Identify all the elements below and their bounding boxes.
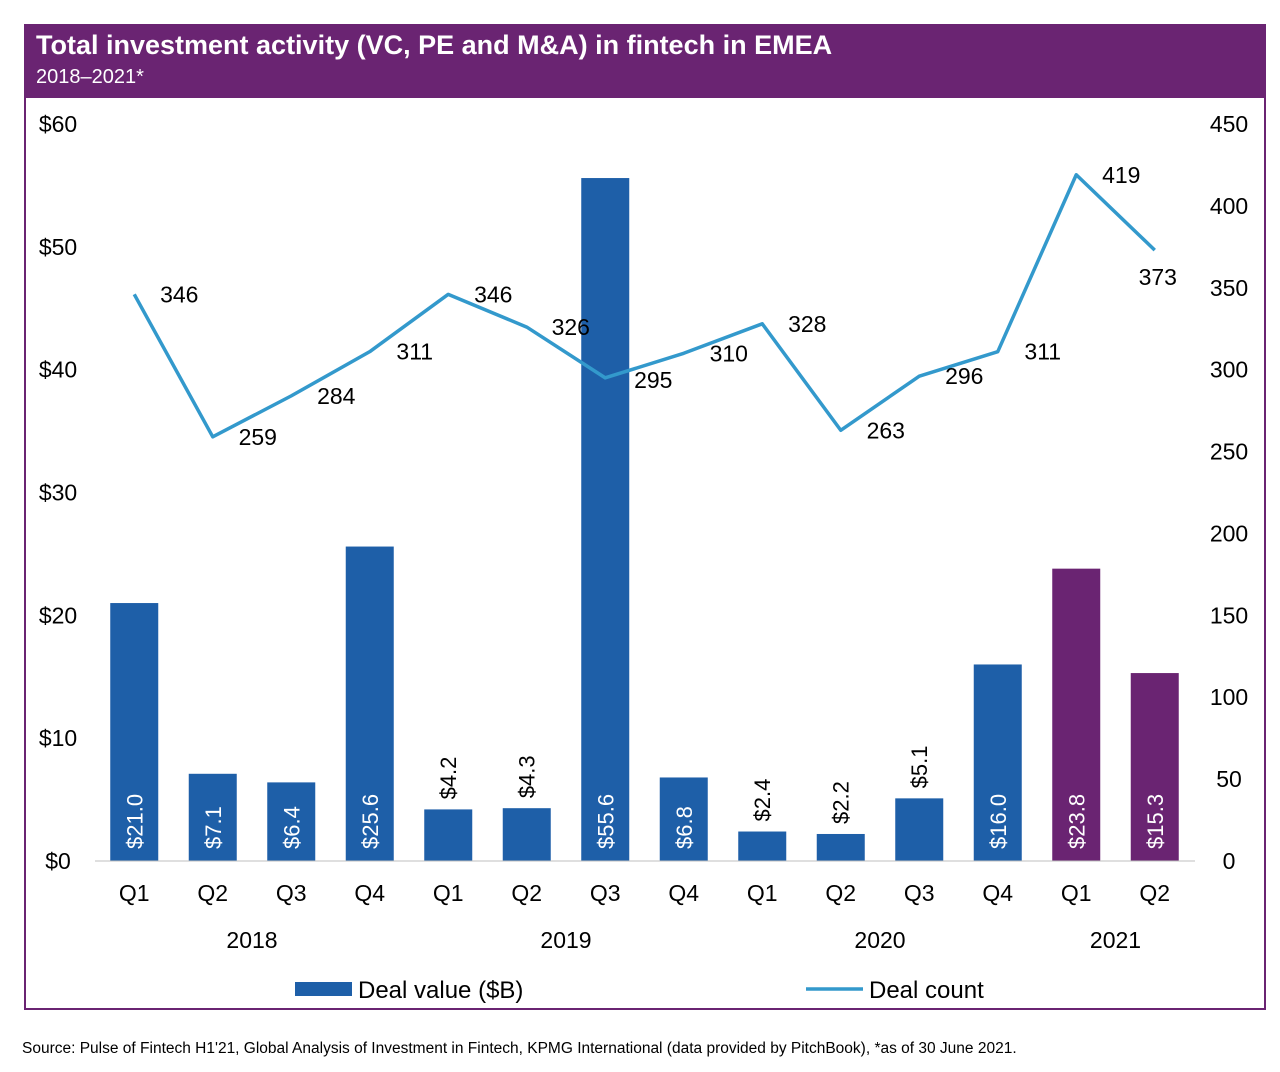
x-tick-label: Q2 <box>511 880 542 906</box>
chart-title: Total investment activity (VC, PE and M&… <box>36 30 833 60</box>
x-tick-label: Q1 <box>1061 880 1092 906</box>
deal-count-label: 310 <box>710 340 748 366</box>
bar-deal-value <box>816 833 865 861</box>
bar-value-label: $6.4 <box>279 806 304 849</box>
bar-deal-value <box>424 809 473 861</box>
bar-deal-value <box>110 603 159 861</box>
deal-count-label: 326 <box>552 314 590 340</box>
x-group-label: 2020 <box>854 927 905 953</box>
x-tick-label: Q3 <box>590 880 621 906</box>
y-left-tick-label: $40 <box>39 357 77 383</box>
y-right-tick-label: 450 <box>1210 111 1248 137</box>
bar-value-label: $55.6 <box>593 794 618 849</box>
bar-deal-value <box>502 808 551 861</box>
chart-subtitle: 2018–2021* <box>36 66 144 88</box>
legend-line-label: Deal count <box>869 977 984 1004</box>
deal-count-label: 259 <box>239 424 277 450</box>
y-right-tick-label: 150 <box>1210 602 1248 628</box>
legend-bar-label: Deal value ($B) <box>358 977 523 1004</box>
x-tick-label: Q4 <box>668 880 699 906</box>
x-tick-label: Q1 <box>747 880 778 906</box>
bar-deal-value <box>267 782 316 861</box>
x-tick-label: Q4 <box>354 880 385 906</box>
deal-count-label: 296 <box>945 363 983 389</box>
y-right-tick-label: 400 <box>1210 193 1248 219</box>
deal-count-label: 295 <box>634 367 672 393</box>
bar-deal-value <box>1052 568 1101 861</box>
bar-deal-value <box>188 773 237 861</box>
bar-deal-value <box>659 777 708 861</box>
deal-count-label: 346 <box>474 281 512 307</box>
x-tick-label: Q2 <box>825 880 856 906</box>
deal-count-label: 311 <box>396 339 433 365</box>
bar-value-label: $16.0 <box>986 794 1011 849</box>
y-left-tick-label: $30 <box>39 480 77 506</box>
legend-bar-swatch <box>295 982 352 996</box>
y-right-tick-label: 350 <box>1210 275 1248 301</box>
deal-count-label: 373 <box>1139 264 1177 290</box>
x-tick-label: Q4 <box>982 880 1013 906</box>
deal-count-label: 263 <box>867 417 905 443</box>
bar-deal-value <box>738 831 787 861</box>
x-tick-label: Q2 <box>1139 880 1170 906</box>
x-group-label: 2021 <box>1090 927 1141 953</box>
deal-count-label: 328 <box>788 311 826 337</box>
bar-deal-value <box>895 798 944 861</box>
bar-value-label: $7.1 <box>201 806 226 849</box>
bar-deal-value <box>973 664 1022 861</box>
deal-count-label: 346 <box>160 281 198 307</box>
x-group-label: 2019 <box>540 927 591 953</box>
bar-value-label: $4.3 <box>515 755 540 798</box>
source-note: Source: Pulse of Fintech H1'21, Global A… <box>22 1040 1017 1057</box>
deal-count-line <box>132 173 1156 439</box>
y-right-tick-label: 300 <box>1210 357 1248 383</box>
chart-header: Total investment activity (VC, PE and M&… <box>24 24 1266 98</box>
x-tick-label: Q2 <box>197 880 228 906</box>
x-group-label: 2018 <box>226 927 277 953</box>
bar-value-label: $15.3 <box>1143 794 1168 849</box>
bar-value-label: $5.1 <box>907 746 932 789</box>
x-tick-label: Q1 <box>433 880 464 906</box>
y-left-tick-label: $0 <box>45 848 71 874</box>
y-left-tick-label: $60 <box>39 111 77 137</box>
y-right-tick-label: 200 <box>1210 520 1248 546</box>
bar-deal-value <box>581 178 630 862</box>
bar-value-label: $25.6 <box>358 794 383 849</box>
y-left-tick-label: $50 <box>39 234 77 260</box>
y-right-tick-label: 0 <box>1223 848 1236 874</box>
deal-count-label: 419 <box>1102 162 1140 188</box>
deal-count-label: 311 <box>1024 339 1061 365</box>
bar-value-label: $2.4 <box>750 779 775 822</box>
deal-count-label: 284 <box>317 383 356 409</box>
bar-value-label: $23.8 <box>1064 794 1089 849</box>
bar-value-label: $6.8 <box>672 806 697 849</box>
y-right-tick-label: 100 <box>1210 684 1248 710</box>
y-right-tick-label: 250 <box>1210 439 1248 465</box>
x-tick-label: Q3 <box>904 880 935 906</box>
bar-value-label: $4.2 <box>436 757 461 800</box>
x-tick-label: Q3 <box>276 880 307 906</box>
y-right-tick-label: 50 <box>1216 766 1242 792</box>
bar-value-label: $21.0 <box>122 794 147 849</box>
x-tick-label: Q1 <box>119 880 150 906</box>
y-left-tick-label: $20 <box>39 602 77 628</box>
bar-deal-value <box>1130 673 1179 861</box>
bar-value-label: $2.2 <box>829 781 854 824</box>
y-left-tick-label: $10 <box>39 725 77 751</box>
bar-deal-value <box>345 546 394 861</box>
